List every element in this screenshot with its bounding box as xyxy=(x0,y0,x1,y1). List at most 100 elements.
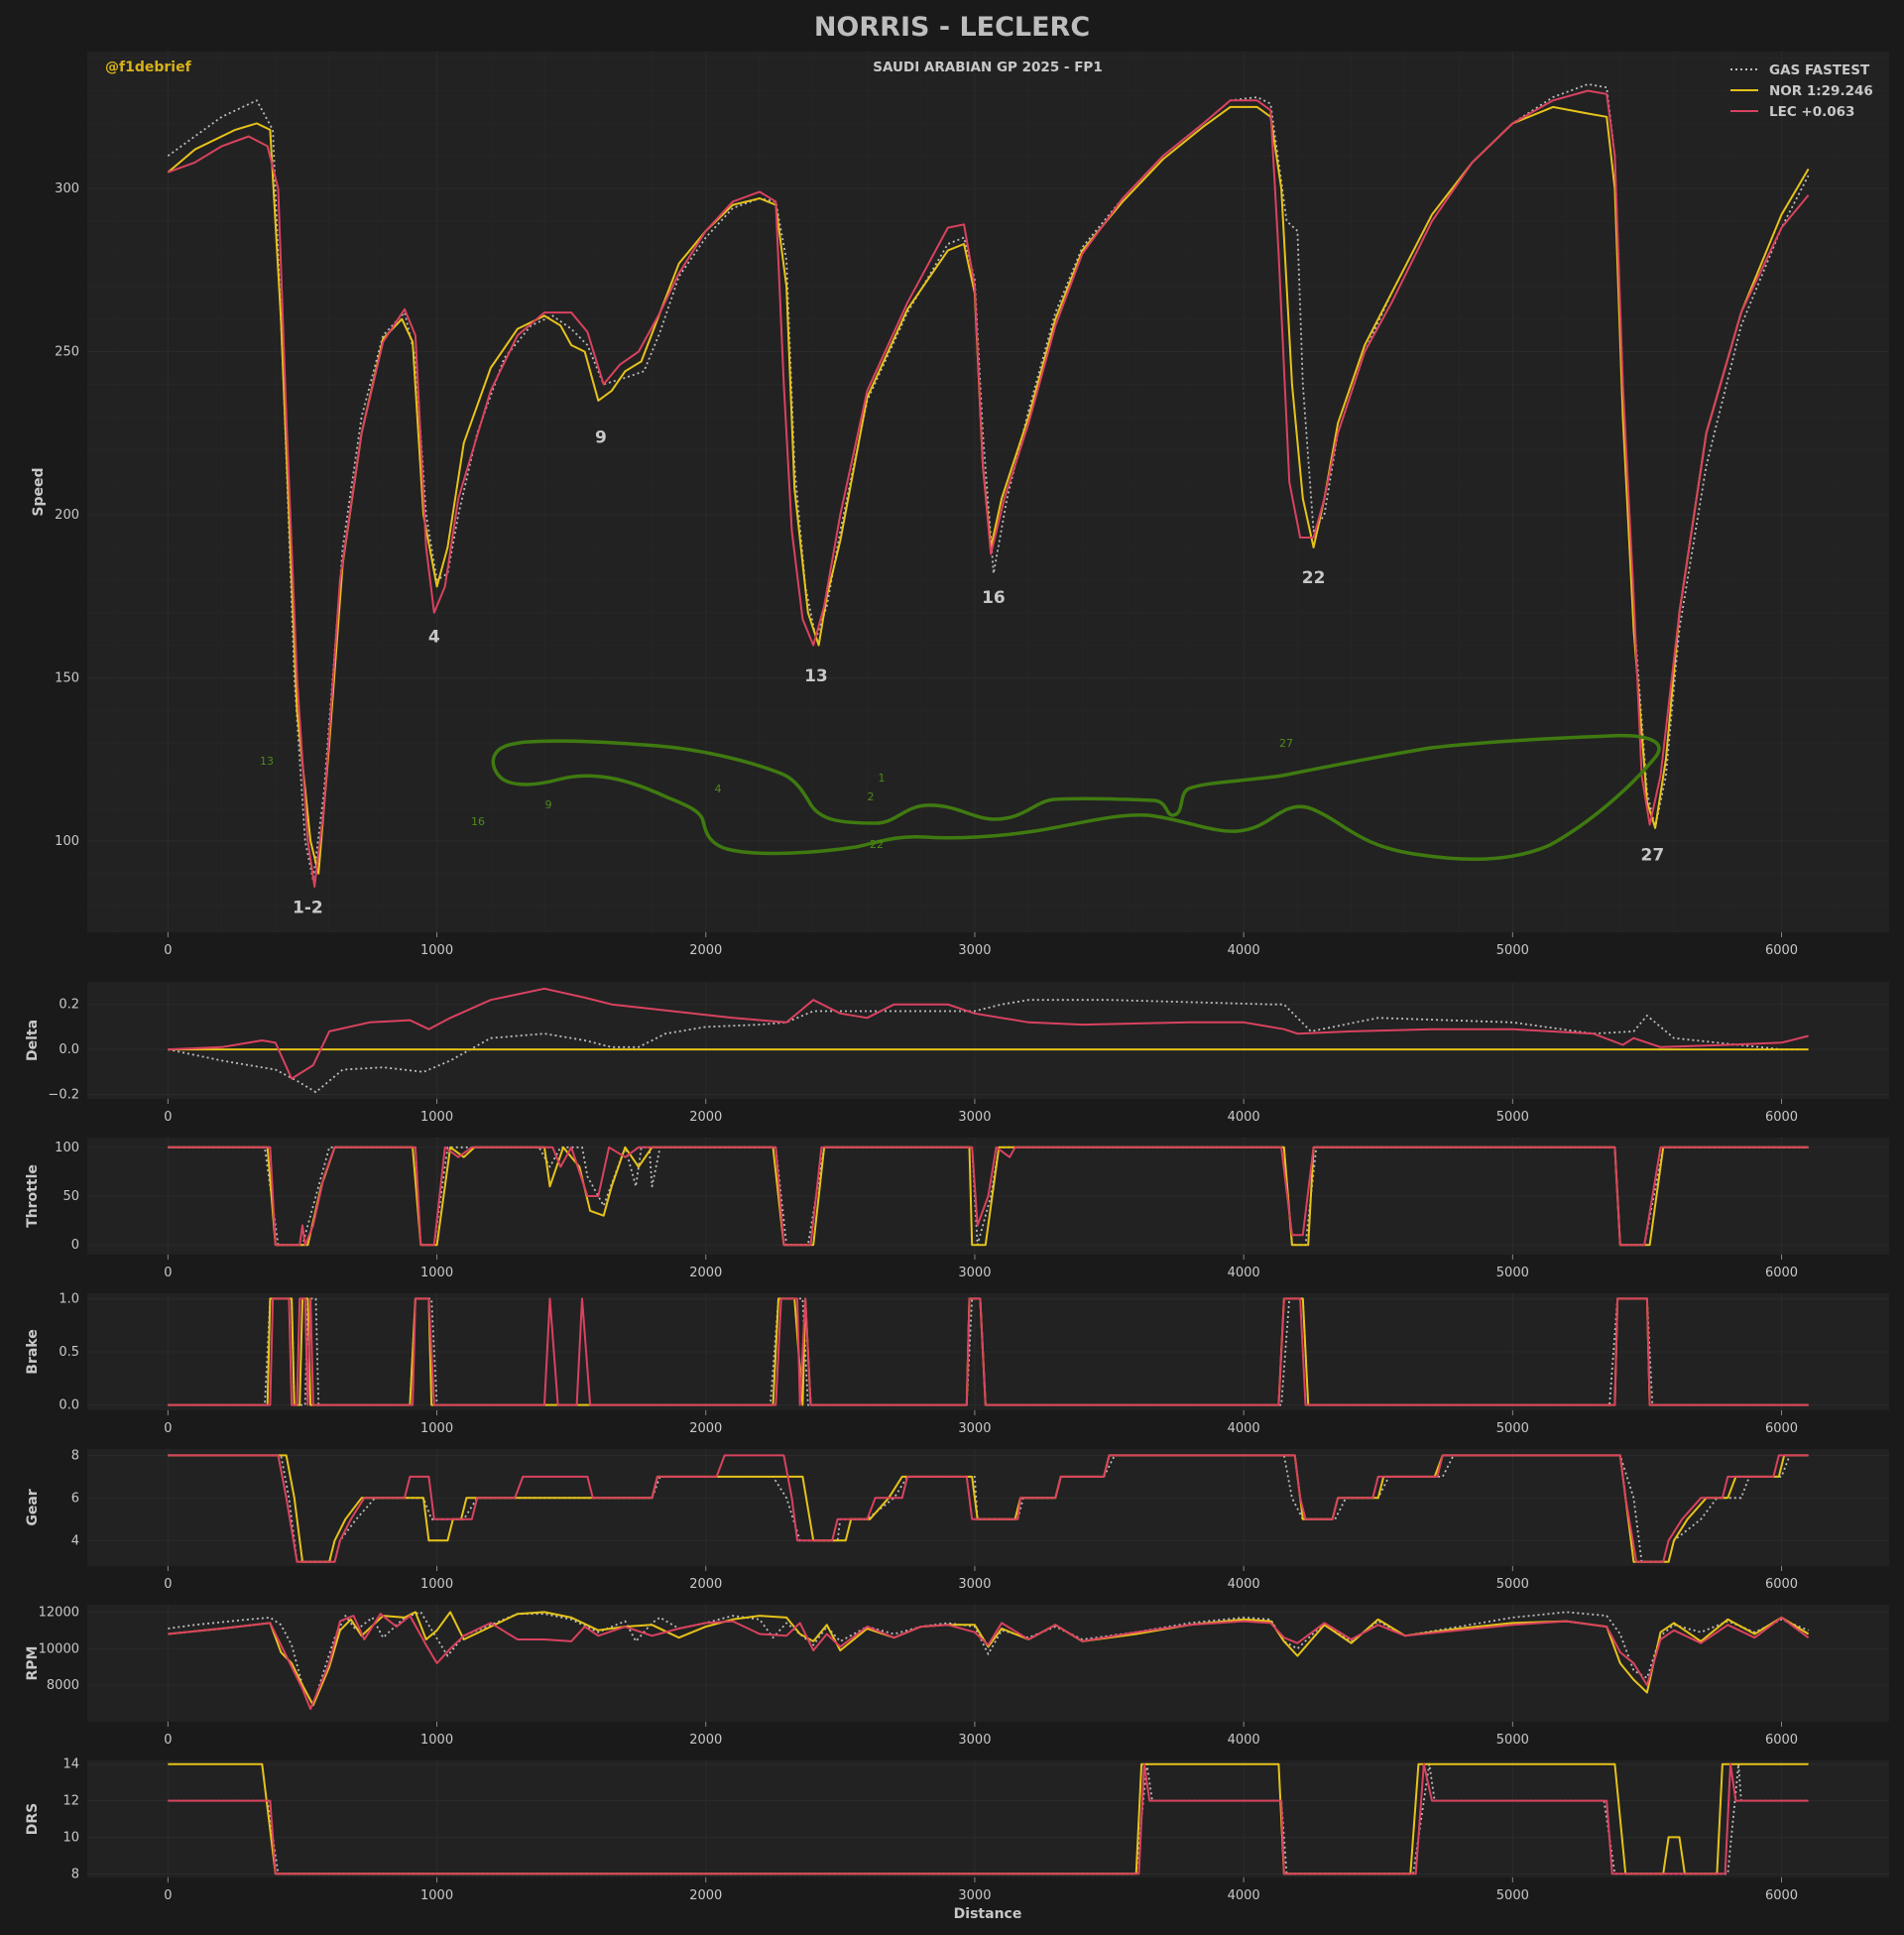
y-tick-label: 12000 xyxy=(39,1605,79,1620)
series-line-gas xyxy=(168,999,1809,1094)
track-map-label: 2 xyxy=(868,790,875,803)
panel-gear: 4 6 8 0 1000 2000 3000 4000 5000 6000 Gear xyxy=(25,1448,1889,1592)
corner-label: 13 xyxy=(804,666,828,686)
series-line-lec xyxy=(168,1454,1809,1563)
y-tick-label: 100 xyxy=(55,834,79,849)
panel-brake: 0.0 0.5 1.0 0 1000 2000 3000 4000 5000 6000 Brake xyxy=(25,1291,1889,1436)
x-tick-label: 6000 xyxy=(1765,943,1798,958)
x-tick-label: 2000 xyxy=(689,943,722,958)
track-map-label: 16 xyxy=(471,815,485,828)
chart-subtitle: SAUDI ARABIAN GP 2025 - FP1 xyxy=(873,60,1102,75)
series-line-lec xyxy=(168,987,1809,1080)
panel-delta: −0.2 0.0 0.2 0 1000 2000 3000 4000 5000 6000 Delta xyxy=(25,982,1889,1125)
corner-label: 1-2 xyxy=(293,898,323,917)
track-outline xyxy=(491,733,1661,862)
track-map-label: 27 xyxy=(1279,737,1293,750)
y-tick-label: 10000 xyxy=(39,1641,79,1656)
y-tick-label: 8 xyxy=(71,1448,79,1463)
x-tick-label: 6000 xyxy=(1765,1110,1798,1125)
corner-label: 4 xyxy=(428,627,440,647)
y-tick-label: 0.2 xyxy=(59,998,79,1013)
y-axis-label: Delta xyxy=(25,1020,41,1061)
x-tick-label: 5000 xyxy=(1496,943,1529,958)
x-tick-label: 6000 xyxy=(1765,1421,1798,1436)
figure-title: NORRIS - LECLERC xyxy=(814,12,1090,43)
y-tick-label: 0.0 xyxy=(59,1398,79,1413)
y-tick-label: 50 xyxy=(62,1189,79,1204)
y-tick-label: 10 xyxy=(62,1830,79,1845)
x-tick-label: 1000 xyxy=(420,1733,453,1748)
x-tick-label: 0 xyxy=(164,943,172,958)
y-tick-label: 6 xyxy=(71,1491,79,1506)
y-axis-label: RPM xyxy=(25,1646,41,1681)
x-tick-label: 2000 xyxy=(689,1266,722,1280)
track-map-group xyxy=(491,733,1661,862)
track-map-label: 13 xyxy=(260,755,274,768)
track-map-label: 1 xyxy=(879,772,886,785)
x-tick-label: 2000 xyxy=(689,1577,722,1592)
y-tick-label: 1.0 xyxy=(59,1291,79,1306)
y-tick-label: 0 xyxy=(71,1238,79,1253)
x-tick-label: 4000 xyxy=(1228,1733,1260,1748)
x-tick-label: 3000 xyxy=(958,1733,991,1748)
y-axis-label: Throttle xyxy=(25,1164,41,1228)
panel-background xyxy=(87,1449,1889,1566)
corner-label: 9 xyxy=(595,428,607,448)
y-tick-label: 200 xyxy=(55,508,79,523)
x-tick-label: 5000 xyxy=(1496,1421,1529,1436)
x-tick-label: 0 xyxy=(164,1577,172,1592)
x-tick-label: 5000 xyxy=(1496,1577,1529,1592)
legend-label: LEC +0.063 xyxy=(1769,104,1854,120)
x-tick-label: 4000 xyxy=(1228,1421,1260,1436)
x-tick-label: 0 xyxy=(164,1266,172,1280)
track-map-label: 9 xyxy=(545,798,552,811)
x-tick-label: 5000 xyxy=(1496,1110,1529,1125)
x-tick-label: 2000 xyxy=(689,1733,722,1748)
x-tick-label: 2000 xyxy=(689,1110,722,1125)
y-axis-label: Speed xyxy=(31,467,47,516)
x-tick-label: 1000 xyxy=(420,1110,453,1125)
x-tick-label: 6000 xyxy=(1765,1888,1798,1903)
x-tick-label: 3000 xyxy=(958,1421,991,1436)
y-tick-label: 4 xyxy=(71,1533,79,1548)
track-map-label: 22 xyxy=(870,838,884,851)
y-tick-label: 14 xyxy=(62,1757,79,1772)
corner-label: 22 xyxy=(1302,568,1326,588)
panel-background xyxy=(87,982,1889,1099)
corner-label: 16 xyxy=(982,588,1006,608)
x-tick-label: 6000 xyxy=(1765,1266,1798,1280)
x-tick-label: 2000 xyxy=(689,1888,722,1903)
x-axis-label: Distance xyxy=(954,1906,1022,1922)
x-tick-label: 1000 xyxy=(420,1888,453,1903)
x-tick-label: 6000 xyxy=(1765,1733,1798,1748)
y-axis-label: Gear xyxy=(25,1489,41,1525)
y-tick-label: 150 xyxy=(55,670,79,685)
x-tick-label: 4000 xyxy=(1228,1888,1260,1903)
x-tick-label: 1000 xyxy=(420,1421,453,1436)
legend: GAS FASTEST NOR 1:29.246 LEC +0.063 xyxy=(1730,62,1873,120)
x-tick-label: 1000 xyxy=(420,943,453,958)
series-line-lec xyxy=(168,1613,1810,1711)
x-tick-label: 1000 xyxy=(420,1266,453,1280)
panel-rpm: 8000 10000 12000 0 1000 2000 3000 4000 5000 6000 R… xyxy=(25,1605,1889,1748)
x-tick-label: 4000 xyxy=(1228,1266,1260,1280)
y-tick-label: 100 xyxy=(55,1141,79,1155)
series-line-lec xyxy=(168,1146,1809,1247)
x-tick-label: 5000 xyxy=(1496,1888,1529,1903)
y-tick-label: 0.5 xyxy=(59,1345,79,1360)
series-line-lec xyxy=(168,1297,1809,1406)
x-tick-label: 1000 xyxy=(420,1577,453,1592)
y-tick-label: 8 xyxy=(71,1867,79,1881)
y-tick-label: 12 xyxy=(62,1794,79,1809)
x-tick-label: 6000 xyxy=(1765,1577,1798,1592)
x-tick-label: 4000 xyxy=(1228,943,1260,958)
panel-background xyxy=(87,1760,1889,1877)
x-tick-label: 3000 xyxy=(958,1110,991,1125)
x-tick-label: 0 xyxy=(164,1421,172,1436)
x-tick-label: 3000 xyxy=(958,1266,991,1280)
y-tick-label: 300 xyxy=(55,181,79,196)
x-tick-label: 3000 xyxy=(958,943,991,958)
